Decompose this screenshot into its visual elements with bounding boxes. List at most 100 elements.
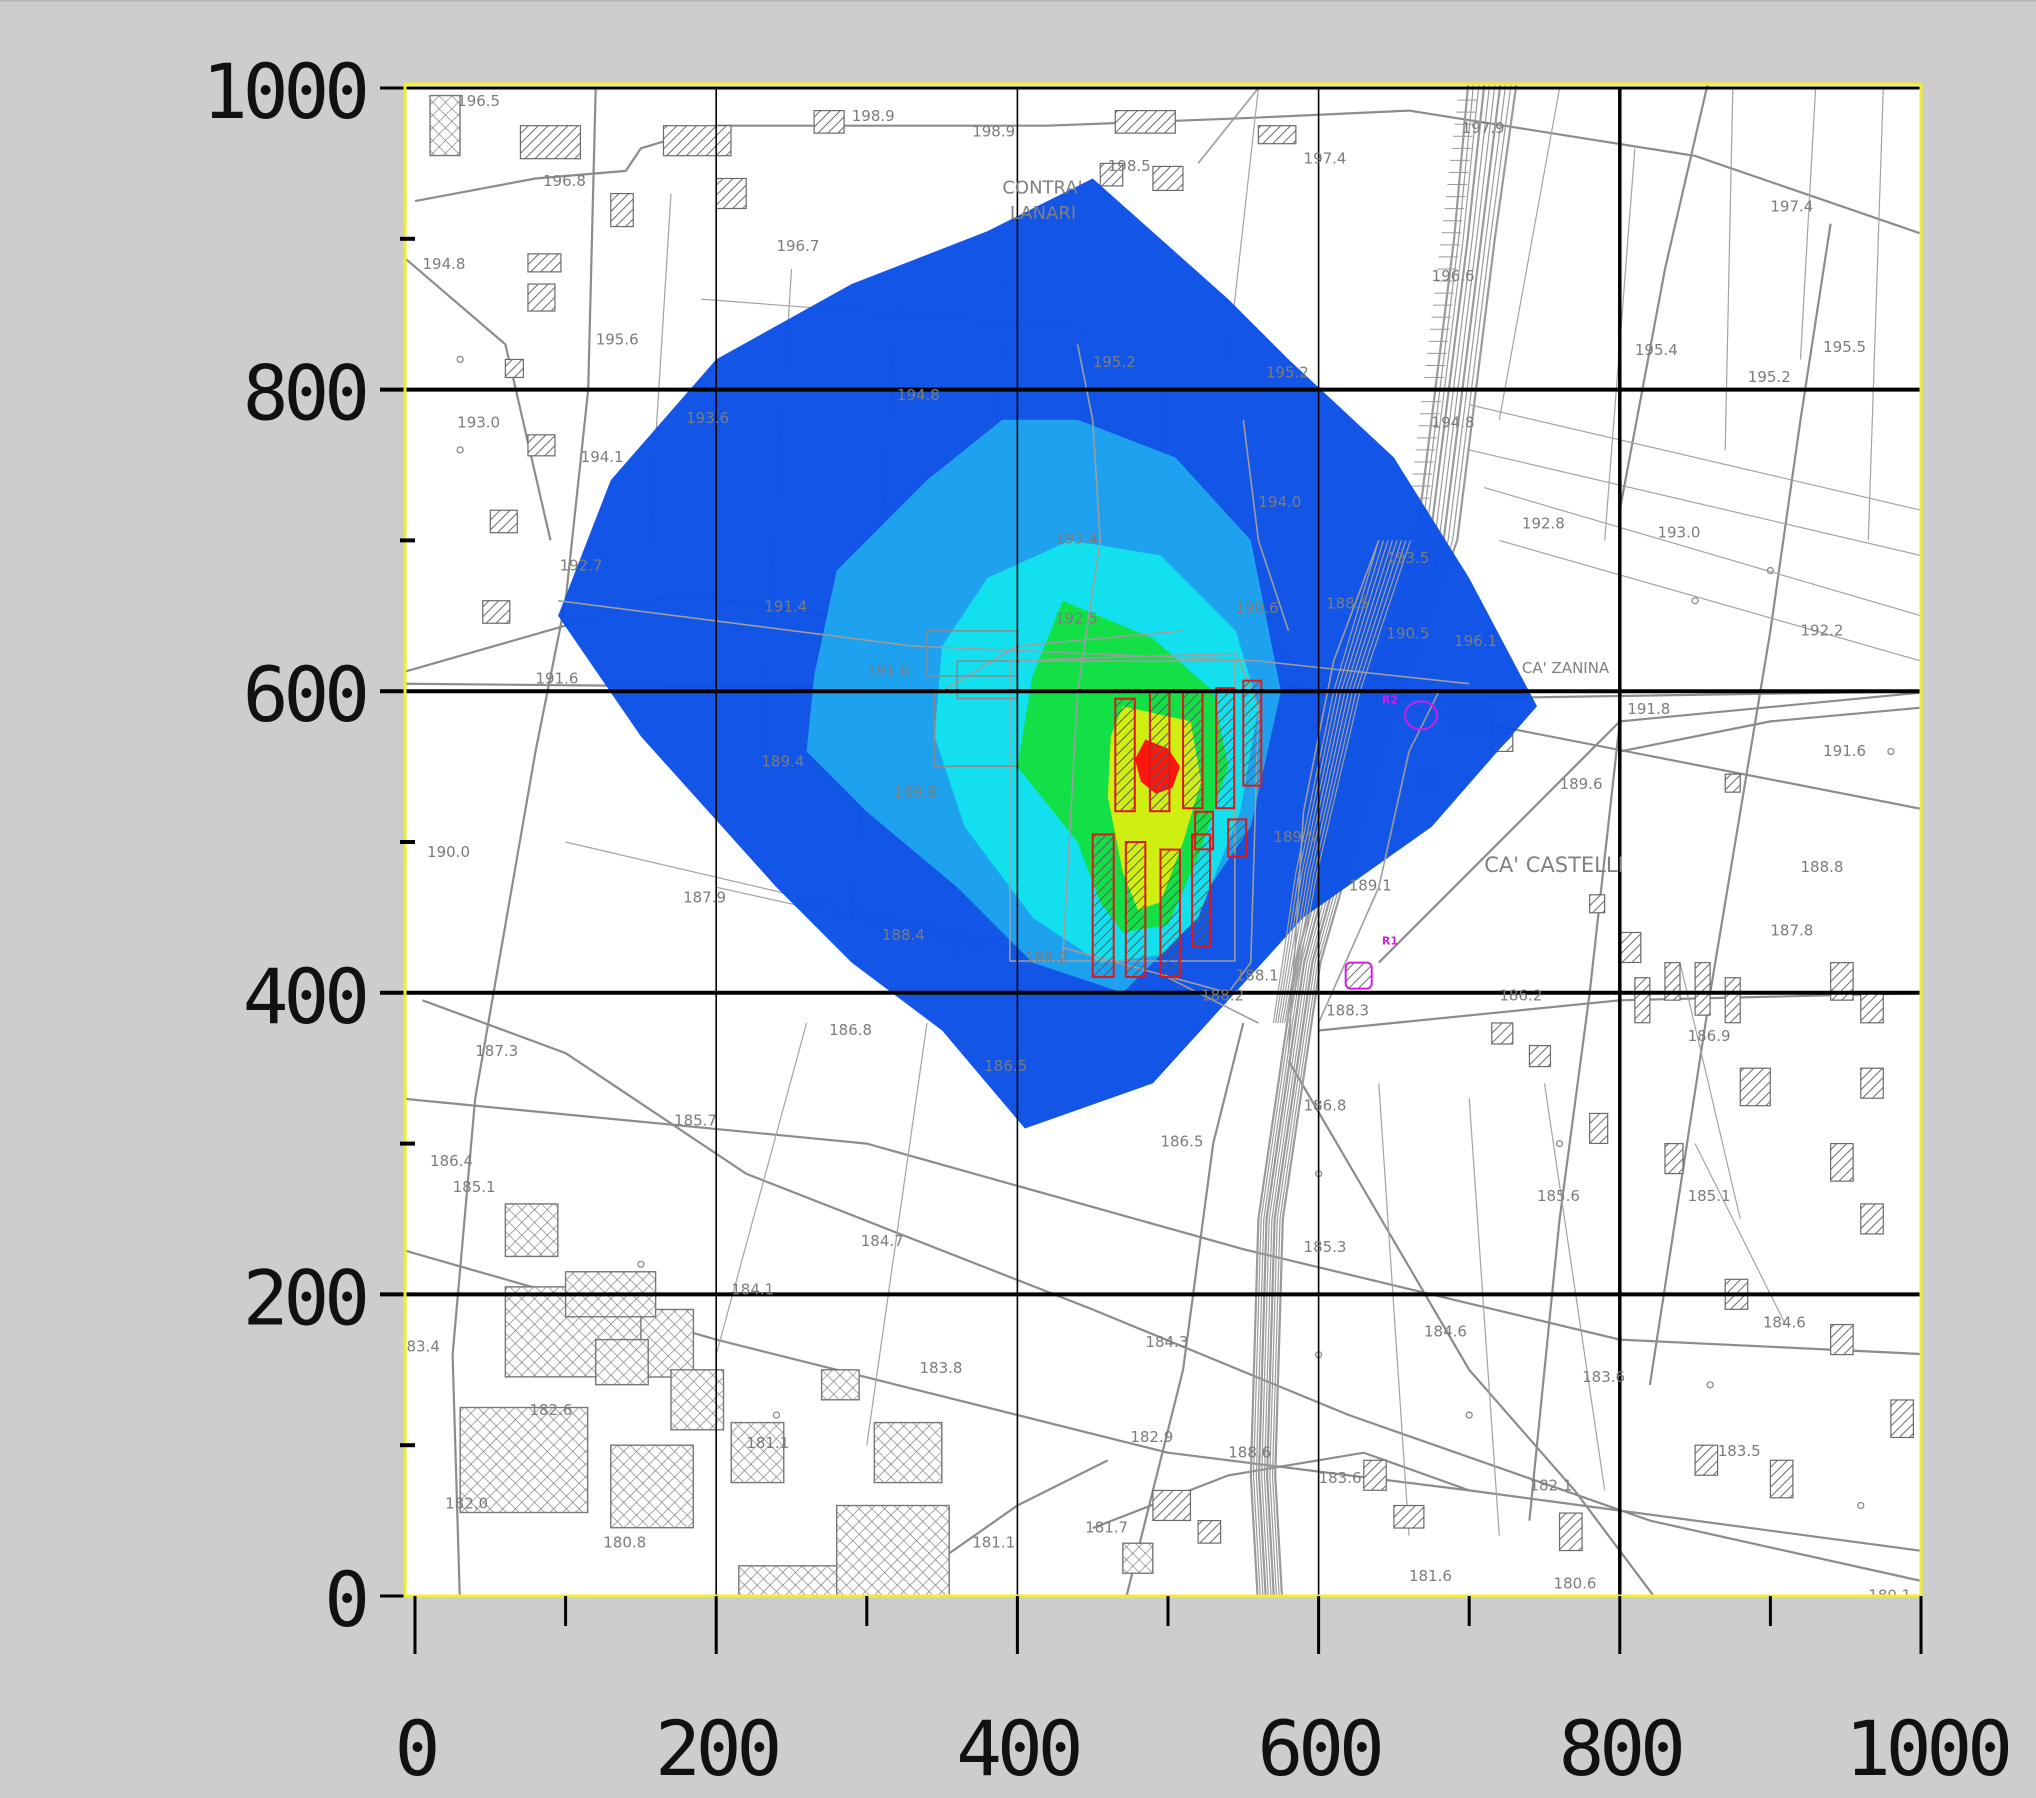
industrial-block: [595, 1338, 649, 1386]
road-line: [422, 999, 1921, 1582]
elevation-label: 193.0: [1657, 523, 1700, 541]
field-line: [866, 1022, 928, 1446]
building: [1114, 110, 1176, 134]
building: [715, 177, 747, 210]
overlay-road: [557, 599, 1470, 685]
elevation-label: 183.4: [397, 1338, 440, 1356]
x-tick-label: 200: [655, 1704, 778, 1793]
label-layer: 196.5 198.5 198.9 198.9 198.5 197.4 197.9 197.4…: [397, 62, 1911, 1596]
map-marker: [1706, 1381, 1714, 1389]
building: [527, 253, 562, 273]
y-tick-label: 400: [243, 952, 366, 1041]
elevation-label: 195.2: [1266, 364, 1309, 382]
building: [662, 125, 732, 157]
overlay-road: [1317, 690, 1440, 1024]
elevation-label: 196.7: [776, 237, 819, 255]
map-marker: [637, 1260, 645, 1268]
emission-source: [1091, 833, 1115, 978]
elevation-label: 191.6: [1823, 742, 1866, 760]
elevation-label: 187.9: [683, 888, 726, 906]
place-name: CA' ZANINA: [1522, 659, 1610, 677]
elevation-label: 193.4: [1055, 529, 1098, 547]
building: [1769, 1459, 1794, 1499]
elevation-label: 180.8: [603, 1534, 646, 1552]
elevation-label: 184.1: [731, 1280, 774, 1298]
elevation-label: 191.6: [867, 662, 910, 680]
building: [1589, 894, 1606, 914]
elevation-label: 187.3: [475, 1042, 518, 1060]
road-line: [405, 1097, 1921, 1356]
elevation-label: 195.4: [1635, 341, 1678, 359]
elevation-label: 193.0: [457, 413, 500, 431]
elevation-label: 185.1: [1688, 1187, 1731, 1205]
map-marker: [1465, 1411, 1473, 1419]
emission-source: [1159, 848, 1181, 979]
plant-perimeter: [1009, 660, 1236, 962]
field-line: [1469, 449, 1921, 557]
industrial-block: [1122, 1542, 1154, 1574]
building: [1694, 962, 1711, 1016]
overlay-layer: [557, 87, 1470, 1054]
overlay-road: [1197, 87, 1260, 164]
elevation-label: 192.7: [560, 557, 603, 575]
field-line: [1679, 962, 1741, 1220]
building: [482, 600, 511, 624]
elevation-label: 189.1: [1349, 876, 1392, 894]
elevation-label: 197.9: [1462, 119, 1505, 137]
elevation-label: 182.1: [1529, 1476, 1572, 1494]
field-line: [1378, 1083, 1410, 1536]
x-tick-label: 600: [1257, 1704, 1380, 1793]
building: [1739, 1067, 1771, 1107]
x-tick-label: 800: [1559, 1704, 1682, 1793]
industrial-block: [670, 1369, 725, 1431]
building: [1860, 992, 1884, 1024]
industrial-block: [873, 1421, 943, 1484]
elevation-label: 191.4: [764, 597, 807, 615]
elevation-label: 195.6: [596, 330, 639, 348]
elevation-label: 185.7: [674, 1112, 717, 1130]
receptor-label: R2: [1382, 693, 1398, 706]
axis-layer: 0 200 400 600 800 1000 0 200 400 600 800 1000: [202, 47, 2013, 1793]
building: [1724, 773, 1741, 793]
elevation-label: 197.4: [1770, 198, 1813, 216]
building: [1634, 977, 1651, 1024]
road-line: [414, 109, 1921, 235]
industrial-block: [504, 1203, 559, 1258]
building: [1257, 125, 1297, 145]
elevation-label: 187.8: [1770, 921, 1813, 939]
industrial-block: [835, 1504, 950, 1596]
overlay-highway: [1284, 540, 1402, 1024]
building: [1393, 1504, 1425, 1529]
building: [1830, 962, 1854, 1001]
emission-source: [1114, 697, 1136, 813]
building: [1558, 1512, 1583, 1552]
building: [1664, 1142, 1684, 1175]
field-line: [1543, 1083, 1606, 1491]
y-tick-label: 600: [243, 650, 366, 739]
field-line: [1499, 539, 1921, 662]
elevation-label: 186.8: [829, 1021, 872, 1039]
elevation-label: 194.8: [423, 255, 466, 273]
elevation-label: 181.7: [1085, 1519, 1128, 1537]
industrial-block: [730, 1421, 785, 1484]
elevation-label: 182.0: [445, 1495, 488, 1513]
building: [1363, 1459, 1387, 1491]
elevation-label: 195.2: [1093, 353, 1136, 371]
building: [527, 283, 556, 312]
elevation-label: 198.5: [626, 62, 669, 80]
receptor-r1-marker: [1344, 961, 1373, 990]
elevation-label: 195.5: [1823, 338, 1866, 356]
window-top-edge: [0, 0, 2036, 2]
building: [1694, 1444, 1719, 1476]
elevation-label: 183.6: [1319, 1469, 1362, 1487]
elevation-label: 181.1: [972, 1534, 1015, 1552]
overlay-road: [1242, 419, 1290, 632]
field-line: [1867, 87, 1884, 541]
emission-source: [1148, 690, 1171, 813]
map-marker: [1691, 597, 1699, 605]
road-line: [405, 256, 552, 541]
elevation-label: 198.5: [1108, 157, 1151, 175]
elevation-label: 188.4: [882, 926, 925, 944]
elevation-label: 196.8: [543, 172, 586, 190]
